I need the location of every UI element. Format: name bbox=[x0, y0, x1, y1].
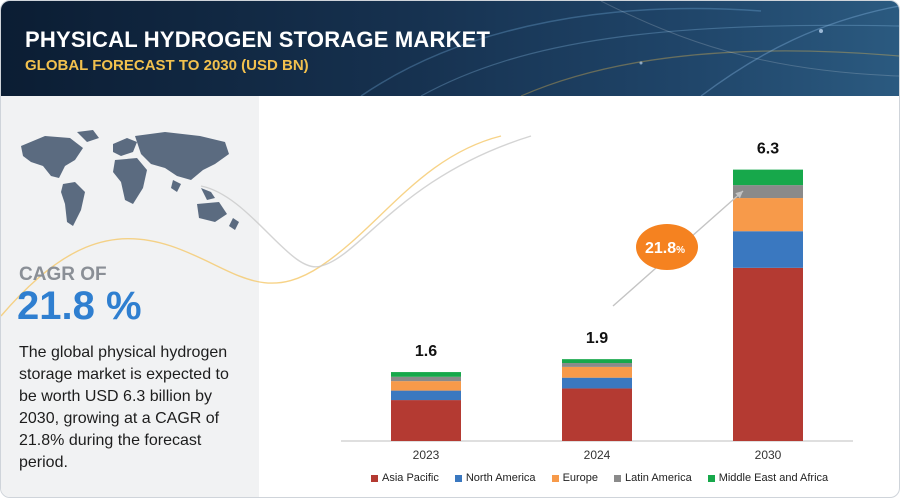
bar-segment-2024-middle-east-and-africa bbox=[562, 359, 632, 364]
header-banner: PHYSICAL HYDROGEN STORAGE MARKET GLOBAL … bbox=[1, 1, 899, 96]
bar-segment-2023-north-america bbox=[391, 390, 461, 401]
cagr-bubble-label: 21.8% bbox=[645, 240, 685, 257]
bar-segment-2023-europe bbox=[391, 381, 461, 391]
bar-segment-2030-middle-east-and-africa bbox=[733, 169, 803, 186]
bar-segment-2030-asia-pacific bbox=[733, 267, 803, 441]
legend-item: Europe bbox=[551, 472, 599, 484]
legend-swatch bbox=[614, 474, 622, 482]
cagr-value: 21.8 % bbox=[17, 284, 142, 328]
bar-segment-2024-europe bbox=[562, 366, 632, 378]
bar-segment-2030-europe bbox=[733, 198, 803, 232]
legend-item: North America bbox=[454, 472, 536, 484]
legend-label: North America bbox=[465, 472, 536, 484]
bar-total-label: 1.9 bbox=[586, 330, 608, 347]
bar-total-label: 6.3 bbox=[757, 141, 779, 158]
growth-arrow-head bbox=[735, 191, 743, 199]
x-tick-label: 2030 bbox=[755, 448, 782, 462]
legend-label: Middle East and Africa bbox=[718, 472, 829, 484]
bar-segment-2023-middle-east-and-africa bbox=[391, 372, 461, 377]
decorative-curves bbox=[1, 135, 532, 317]
world-map-icon bbox=[21, 130, 239, 230]
legend-swatch bbox=[454, 474, 462, 482]
legend-swatch bbox=[707, 474, 715, 482]
bar-segment-2023-latin-america bbox=[391, 376, 461, 382]
bar-segment-2024-asia-pacific bbox=[562, 388, 632, 441]
legend-swatch bbox=[371, 474, 378, 482]
bar-segment-2024-north-america bbox=[562, 377, 632, 389]
legend-item: Asia Pacific bbox=[371, 472, 439, 484]
header-light-streaks bbox=[360, 1, 899, 96]
market-description: The global physical hydrogen storage mar… bbox=[19, 344, 229, 471]
x-tick-label: 2023 bbox=[413, 448, 440, 462]
legend-label: Latin America bbox=[625, 472, 692, 484]
bar-segment-2030-latin-america bbox=[733, 185, 803, 199]
bar-segment-2024-latin-america bbox=[562, 363, 632, 367]
page-title: PHYSICAL HYDROGEN STORAGE MARKET bbox=[25, 27, 491, 52]
legend-label: Asia Pacific bbox=[382, 472, 439, 484]
legend-label: Europe bbox=[562, 472, 599, 484]
bar-segment-2023-asia-pacific bbox=[391, 400, 461, 441]
legend-item: Middle East and Africa bbox=[707, 472, 829, 484]
legend-swatch bbox=[551, 474, 559, 482]
chart-legend: Asia Pacific North America Europe Latin Ame… bbox=[371, 472, 828, 484]
x-tick-label: 2024 bbox=[584, 448, 611, 462]
legend-item: Latin America bbox=[614, 472, 692, 484]
cagr-label: CAGR OF bbox=[19, 264, 107, 285]
page-subtitle: GLOBAL FORECAST TO 2030 (USD BN) bbox=[25, 57, 309, 74]
bar-segment-2030-north-america bbox=[733, 231, 803, 268]
bar-total-label: 1.6 bbox=[415, 343, 437, 360]
cagr-bubble bbox=[636, 224, 698, 270]
